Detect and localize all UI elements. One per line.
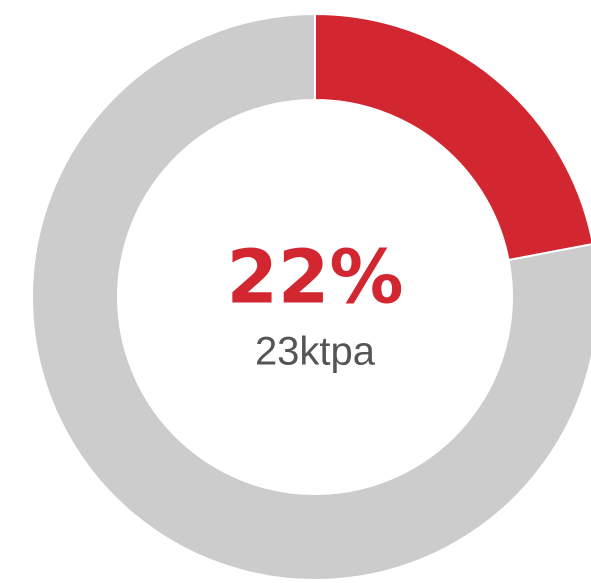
center-subtitle: 23ktpa — [255, 330, 376, 374]
donut-segment — [31, 12, 591, 581]
center-value-label: 22% — [226, 235, 403, 321]
donut-segment — [314, 12, 591, 262]
